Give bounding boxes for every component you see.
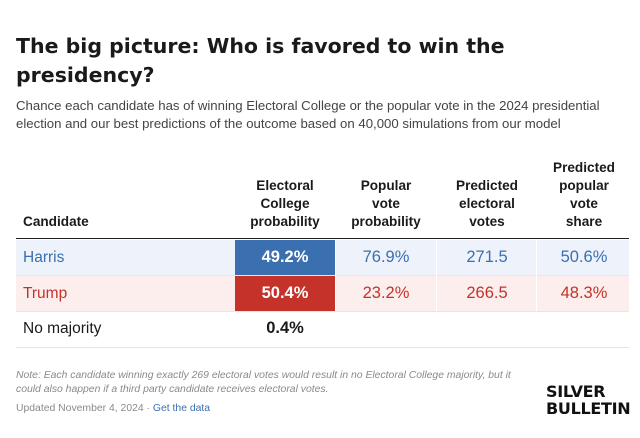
header-candidate: Candidate: [23, 214, 89, 229]
header-line: Electoral: [256, 178, 314, 193]
header-line: Predicted: [553, 160, 615, 175]
header-line: vote: [570, 196, 598, 211]
row-divider: [16, 311, 629, 312]
ec-probability-harris: 49.2%: [235, 240, 335, 275]
predicted-electoral-harris: 271.5: [466, 248, 508, 266]
header-predicted-popular-vote-share: Predicted popular vote share: [536, 159, 632, 231]
logo-line: SILVER: [546, 382, 606, 401]
row-divider: [16, 275, 629, 276]
header-line: popular: [559, 178, 609, 193]
updated-date: Updated November 4, 2024 ·: [16, 403, 153, 414]
candidate-name-trump: Trump: [23, 285, 68, 302]
header-line: share: [565, 214, 603, 229]
header-popular-vote-probability: Popular vote probability: [336, 177, 436, 231]
candidate-name-harris: Harris: [23, 249, 65, 266]
header-predicted-electoral-votes: Predicted electoral votes: [437, 177, 537, 231]
logo-line: BULLETIN: [546, 399, 631, 418]
row-divider: [16, 347, 629, 348]
header-line: probability: [351, 214, 421, 229]
ec-probability-no-majority: 0.4%: [266, 319, 304, 337]
footnote: Note: Each candidate winning exactly 269…: [16, 370, 511, 395]
header-line: Predicted: [456, 178, 518, 193]
predicted-electoral-trump: 266.5: [466, 284, 508, 302]
get-the-data-link[interactable]: Get the data: [152, 403, 211, 414]
page-title: The big picture: Who is favored to win t…: [16, 34, 505, 87]
candidate-name-no-majority: No majority: [23, 320, 102, 337]
predicted-share-trump: 48.3%: [560, 284, 608, 302]
popular-probability-trump: 23.2%: [362, 284, 410, 302]
header-electoral-college-probability: Electoral College probability: [235, 177, 335, 231]
header-line: votes: [469, 214, 505, 229]
predicted-share-harris: 50.6%: [560, 248, 608, 266]
header-line: College: [260, 196, 310, 211]
popular-probability-harris: 76.9%: [362, 248, 410, 266]
header-line: vote: [372, 196, 400, 211]
header-line: electoral: [459, 196, 515, 211]
silver-bulletin-logo: SILVER BULLETIN: [546, 382, 631, 418]
updated-line: Updated November 4, 2024 · Get the data: [16, 403, 210, 414]
header-line: probability: [250, 214, 320, 229]
column-separator: [536, 240, 537, 311]
page-subtitle: Chance each candidate has of winning Ele…: [16, 98, 600, 131]
header-line: Popular: [360, 178, 412, 193]
header-divider: [16, 238, 629, 239]
column-separator: [335, 240, 336, 311]
ec-probability-trump: 50.4%: [235, 276, 335, 311]
column-separator: [436, 240, 437, 311]
